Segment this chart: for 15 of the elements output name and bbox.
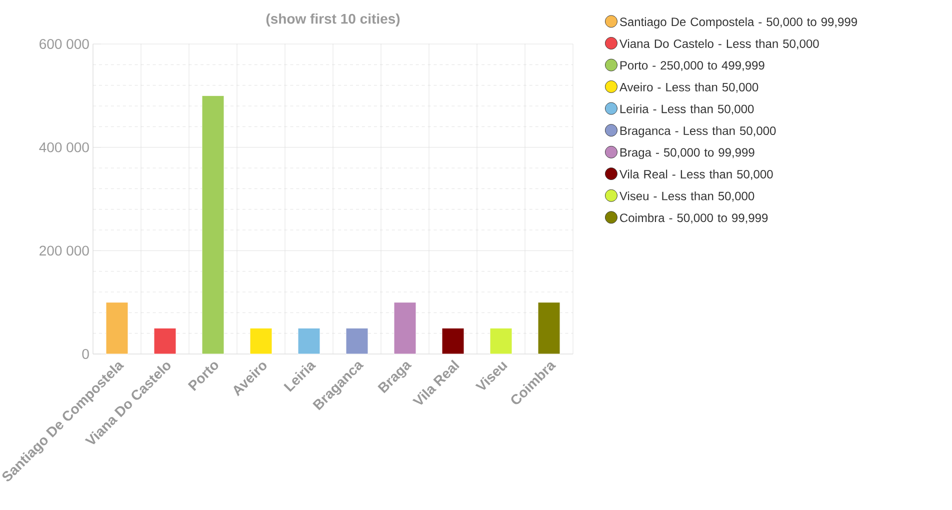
legend-label: Leiria - Less than 50,000 (620, 104, 754, 115)
legend-label: Braga - 50,000 to 99,999 (620, 148, 754, 160)
y-tick-label: 0 (82, 349, 89, 359)
legend-label: Viseu - Less than 50,000 (619, 191, 754, 202)
legend-label: Porto - 250,000 to 499,999 (620, 61, 764, 72)
chart-title: (show first 10 cities) (266, 13, 400, 26)
y-tick-label: 200 000 (40, 246, 89, 256)
legend-label: Viana Do Castelo - Less than 50,000 (619, 39, 819, 50)
legend-label: Coimbra - 50,000 to 99,999 (620, 213, 768, 224)
legend-label: Braganca - Less than 50,000 (620, 126, 776, 138)
legend-label: Santiago De Compostela - 50,000 to 99,999 (620, 17, 857, 28)
y-tick-label: 600 000 (40, 39, 89, 49)
y-tick-label: 400 000 (39, 142, 89, 152)
legend-label: Aveiro - Less than 50,000 (619, 82, 758, 93)
legend-label: Vila Real - Less than 50,000 (619, 170, 773, 180)
